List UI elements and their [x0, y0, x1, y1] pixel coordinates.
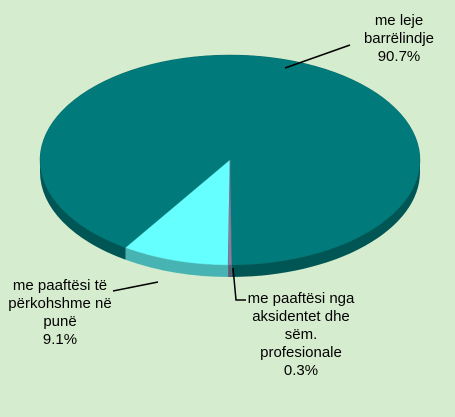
slice-side	[40, 160, 126, 260]
slice-side	[125, 247, 229, 277]
slice	[125, 159, 231, 266]
leader-line	[284, 44, 351, 69]
slice-side	[231, 160, 420, 277]
category-label: me leje barrëlindje	[363, 12, 435, 47]
slice-side	[228, 264, 232, 277]
value-label: 90.7%	[377, 48, 421, 65]
category-label: me paaftësi nga aksidentet dhe sëm. prof…	[247, 290, 355, 361]
category-label: me paaftësi të përkohshme në punë	[8, 277, 112, 330]
slice-label: me paaftësi të përkohshme në punë 9.1%	[8, 277, 112, 349]
value-label: 9.1%	[42, 331, 78, 348]
value-label: 0.3%	[283, 362, 319, 379]
leader-line	[232, 267, 246, 301]
slice-label: me leje barrëlindje 90.7%	[345, 12, 453, 66]
slice	[227, 159, 232, 266]
leader-line	[112, 281, 159, 292]
slice-label: me paaftësi nga aksidentet dhe sëm. prof…	[242, 290, 360, 380]
